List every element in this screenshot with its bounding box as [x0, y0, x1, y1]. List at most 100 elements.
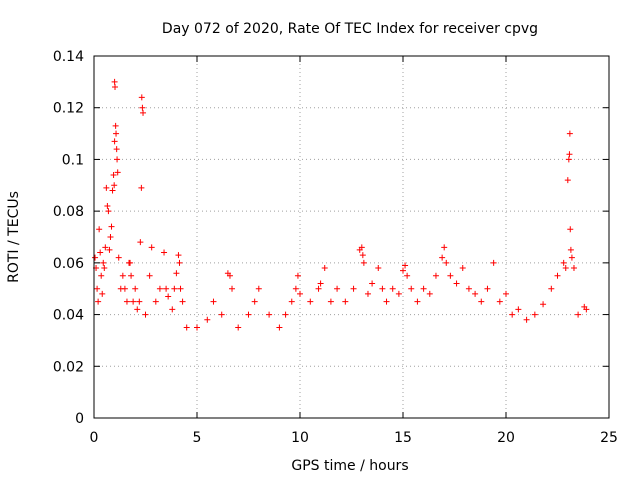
- data-point: [484, 285, 491, 292]
- data-point: [115, 254, 122, 261]
- grid-lines: [94, 56, 609, 418]
- data-point: [103, 184, 110, 191]
- data-point: [404, 272, 411, 279]
- y-tick-label: 0: [75, 411, 84, 427]
- data-point: [132, 285, 139, 292]
- data-point: [255, 285, 262, 292]
- data-point: [342, 298, 349, 305]
- data-point: [583, 306, 590, 313]
- y-tick-label: 0.08: [53, 204, 84, 220]
- data-point: [414, 298, 421, 305]
- data-point: [297, 290, 303, 297]
- data-point: [496, 298, 503, 305]
- data-point: [114, 169, 121, 176]
- data-point: [472, 290, 479, 297]
- data-point: [102, 244, 109, 251]
- data-point: [358, 244, 365, 251]
- data-point: [560, 259, 567, 266]
- data-point: [334, 285, 341, 292]
- data-point: [408, 285, 415, 292]
- data-point: [130, 298, 137, 305]
- data-point: [566, 130, 573, 137]
- data-point: [327, 298, 334, 305]
- data-point: [554, 272, 561, 279]
- data-point: [389, 285, 396, 292]
- data-point: [266, 311, 273, 318]
- data-point: [140, 109, 147, 116]
- data-point: [179, 298, 186, 305]
- data-point: [95, 298, 102, 305]
- data-point: [148, 244, 155, 251]
- data-point: [229, 285, 236, 292]
- data-point: [156, 285, 163, 292]
- data-point: [515, 306, 522, 313]
- data-point: [288, 298, 295, 305]
- data-point: [97, 249, 104, 256]
- y-tick-label: 0.02: [53, 359, 84, 375]
- data-point: [490, 259, 497, 266]
- x-tick-label: 15: [394, 430, 412, 446]
- data-point: [402, 262, 409, 269]
- data-point: [134, 306, 141, 313]
- data-point: [175, 252, 182, 259]
- data-point: [276, 324, 283, 331]
- data-point: [210, 298, 217, 305]
- y-tick-label: 0.12: [53, 101, 84, 117]
- data-point: [426, 290, 433, 297]
- data-point: [113, 146, 120, 153]
- data-point: [119, 272, 126, 279]
- data-point: [127, 259, 134, 266]
- x-axis-label: GPS time / hours: [291, 458, 408, 474]
- x-tick-label: 10: [291, 430, 309, 446]
- axis-ticks: 0 5 10 15 20 25 0 0.02 0.04 0.06 0.08 0.1 0.12 0.14: [53, 49, 618, 446]
- data-point: [146, 272, 153, 279]
- data-point: [443, 259, 450, 266]
- data-point: [251, 298, 258, 305]
- data-point: [114, 156, 121, 163]
- data-point: [104, 202, 111, 209]
- x-tick-label: 0: [90, 430, 99, 446]
- data-point: [364, 290, 371, 297]
- data-point: [453, 280, 460, 287]
- data-point: [360, 259, 367, 266]
- data-point: [128, 272, 135, 279]
- data-point: [548, 285, 555, 292]
- data-point: [562, 265, 569, 272]
- data-point: [566, 151, 573, 158]
- data-point: [161, 249, 168, 256]
- data-point: [567, 246, 574, 253]
- data-point: [307, 298, 314, 305]
- y-tick-label: 0.04: [53, 308, 84, 324]
- data-point: [94, 285, 101, 292]
- data-point: [138, 94, 145, 101]
- data-point: [567, 226, 574, 233]
- data-point: [317, 280, 324, 287]
- data-point: [564, 177, 571, 184]
- x-tick-label: 20: [497, 430, 515, 446]
- data-point: [523, 316, 530, 323]
- data-point: [137, 239, 144, 246]
- data-point: [369, 280, 376, 287]
- data-point: [204, 316, 211, 323]
- data-point: [165, 293, 172, 300]
- y-tick-label: 0.1: [62, 152, 84, 168]
- data-point: [105, 208, 112, 215]
- data-point: [108, 223, 115, 230]
- data-point: [478, 298, 485, 305]
- data-point: [121, 285, 128, 292]
- data-point: [509, 311, 516, 318]
- data-point: [169, 306, 176, 313]
- data-point: [111, 78, 118, 85]
- data-point: [226, 272, 233, 279]
- y-axis-label: ROTI / TECUs: [6, 191, 22, 283]
- data-point: [375, 265, 382, 272]
- data-point: [531, 311, 538, 318]
- data-point: [350, 285, 357, 292]
- data-point: [400, 267, 406, 274]
- data-point: [152, 298, 159, 305]
- data-point: [420, 285, 427, 292]
- x-tick-label: 25: [600, 430, 618, 446]
- data-point: [235, 324, 242, 331]
- data-point: [183, 324, 190, 331]
